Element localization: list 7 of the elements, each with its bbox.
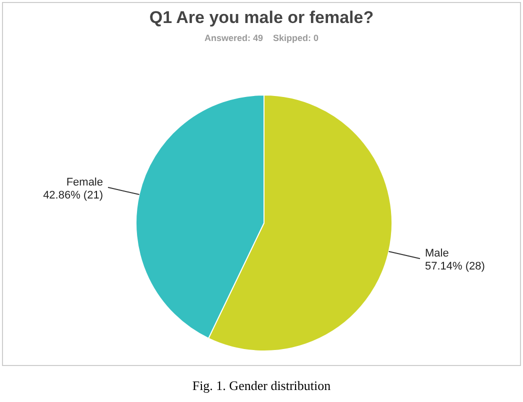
caption: Fig. 1. Gender distribution (191, 378, 332, 394)
chart-subtitle: Answered: 49 Skipped: 0 (203, 33, 320, 43)
chart-title: Q1 Are you male or female? (148, 8, 375, 28)
slice-label: Male (424, 248, 449, 260)
data-label: 57.14% (28) (424, 260, 485, 273)
data-label: 42.86% (21) (43, 189, 104, 202)
slice-label: Female (66, 176, 104, 188)
